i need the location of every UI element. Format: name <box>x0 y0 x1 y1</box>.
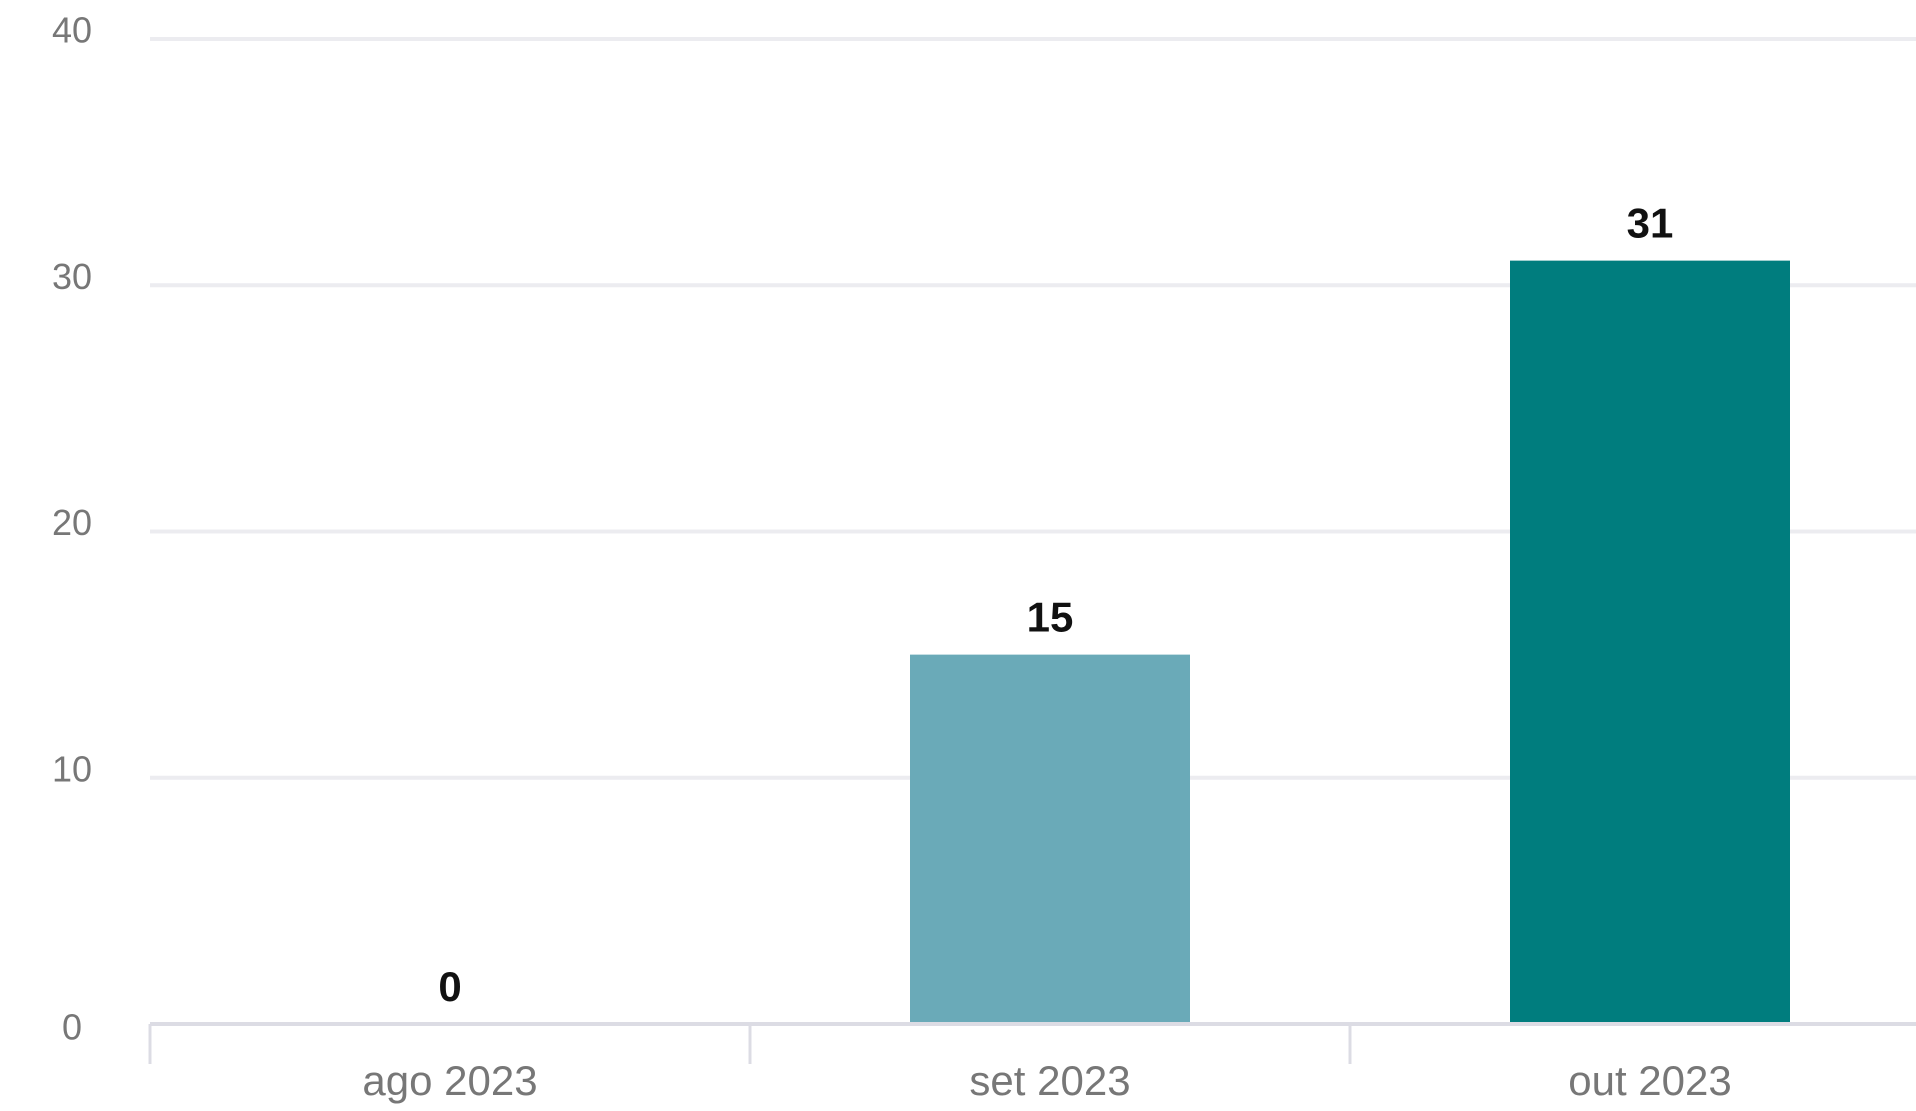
x-tick-label: out 2023 <box>1568 1057 1732 1104</box>
data-label: 15 <box>1027 594 1074 641</box>
y-tick-label: 20 <box>52 502 92 543</box>
y-tick-label: 30 <box>52 256 92 297</box>
y-axis-tick-labels: 0 10 20 30 40 <box>52 10 92 1048</box>
y-tick-label: 0 <box>62 1007 82 1048</box>
bar-set-2023 <box>910 654 1190 1024</box>
data-labels: 0 15 31 <box>435 196 1677 1013</box>
bars <box>910 260 1790 1024</box>
x-tick-label: set 2023 <box>969 1057 1130 1104</box>
x-tick-label: ago 2023 <box>362 1057 537 1104</box>
data-label: 0 <box>438 963 461 1010</box>
x-axis <box>148 1022 1916 1064</box>
data-label: 31 <box>1627 200 1674 247</box>
y-tick-label: 10 <box>52 748 92 789</box>
x-axis-tick-labels: ago 2023 set 2023 out 2023 <box>362 1057 1731 1104</box>
y-tick-label: 40 <box>52 10 92 51</box>
bar-out-2023 <box>1510 260 1790 1024</box>
